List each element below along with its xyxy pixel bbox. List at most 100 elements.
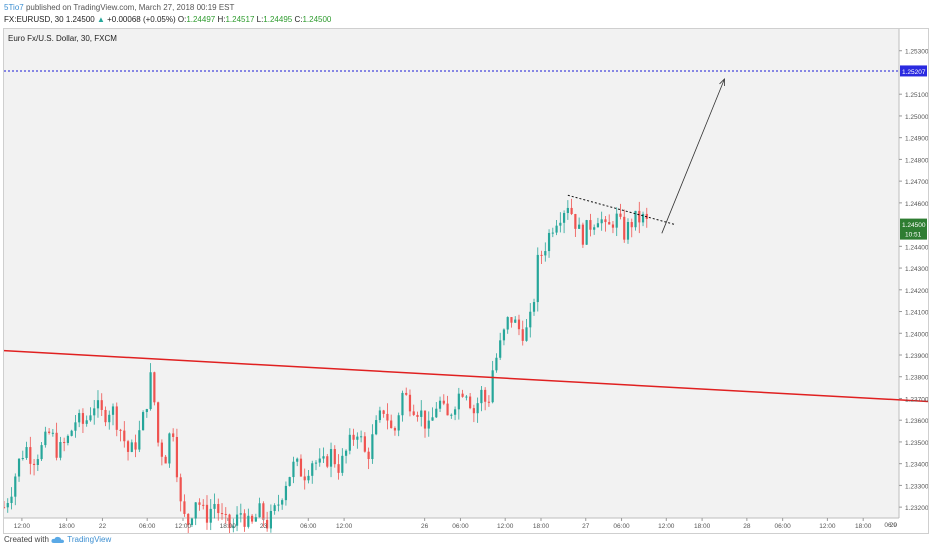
candle-body (303, 476, 306, 481)
price-tick-label: 1.24600 (905, 201, 928, 208)
candle-body (408, 394, 412, 412)
candle-body (93, 408, 96, 416)
candle-body (480, 389, 483, 404)
candle-body (420, 410, 423, 417)
price-chart[interactable]: Euro Fx/U.S. Dollar, 30, FXCM 1.253001.2… (4, 29, 928, 533)
candle-body (36, 459, 39, 465)
support-trendline[interactable] (4, 349, 928, 403)
candle-body (179, 477, 182, 502)
candle-body (25, 447, 28, 458)
plot-area[interactable] (4, 29, 899, 518)
author-link[interactable]: 5Tio7 (4, 3, 24, 12)
candle-body (412, 411, 415, 415)
candle-body (111, 406, 115, 415)
open-label: O: (177, 15, 187, 24)
candle-body (529, 311, 532, 328)
candles-layer (4, 198, 648, 533)
candle-body (341, 455, 344, 473)
time-tick-label: 18:00 (533, 523, 550, 530)
price-axis[interactable]: 1.25300 1.25100 1.25000 1.24900 1.24800 1.247… (899, 49, 928, 512)
candle-body (375, 420, 378, 435)
candle-body (382, 410, 385, 414)
candle-body (262, 503, 265, 520)
candle-body (484, 389, 487, 402)
candle-body (344, 450, 348, 456)
close-value: 1.24500 (302, 15, 332, 24)
time-tick-label: 28 (743, 523, 751, 530)
candle-body (51, 432, 54, 434)
price-tick-label: 1.23500 (905, 440, 928, 447)
price-tick-label: 1.25100 (905, 92, 928, 99)
candle-body (604, 219, 607, 223)
high-label: H: (217, 15, 226, 24)
candle-body (423, 410, 427, 429)
candle-body (551, 232, 554, 234)
candle-body (397, 415, 400, 431)
candle-body (581, 224, 584, 245)
time-tick-label: 18:00 (59, 523, 76, 530)
time-tick-label: 23 (260, 523, 268, 530)
chart-frame[interactable]: Euro Fx/U.S. Dollar, 30, FXCM 1.25300 1.2… (3, 28, 929, 534)
time-axis[interactable]: 12:00 18:00 22 06:00 12:00 18:00 23 06:00 12:00 2… (14, 518, 898, 530)
candle-body (446, 403, 449, 416)
price-tick-label: 1.25300 (905, 49, 928, 56)
candle-body (502, 329, 506, 341)
candle-body (578, 224, 581, 229)
price-tick-label: 1.23400 (905, 462, 928, 469)
price-tick-label: 1.23200 (905, 505, 928, 512)
candle-body (74, 422, 77, 431)
candle-body (220, 513, 224, 515)
candle-body (48, 431, 51, 433)
candle-body (536, 254, 539, 303)
candle-body (194, 502, 197, 519)
symbol-label: FX:EURUSD, 30 (4, 15, 64, 24)
candle-body (209, 508, 212, 523)
time-tick-label: 18:00 (855, 523, 872, 530)
candle-body (435, 408, 438, 418)
candle-body (638, 210, 641, 223)
candle-body (457, 393, 460, 410)
time-tick-label: 06:00 (452, 523, 469, 530)
candle-body (559, 222, 562, 226)
target-price-label: 1.25207 (902, 69, 926, 76)
close-label: C: (294, 15, 303, 24)
quote-line: FX:EURUSD, 30 1.24500 ▲ +0.00068 (+0.05%… (4, 14, 331, 25)
current-price-label: 1.24500 (902, 222, 926, 229)
low-value: 1.24495 (263, 15, 293, 24)
candle-body (141, 412, 145, 431)
candle-body (318, 458, 321, 463)
candle-body (243, 513, 246, 527)
candle-body (273, 505, 276, 511)
candle-body (348, 434, 351, 451)
candle-body (491, 370, 494, 403)
resistance-trendline[interactable] (567, 194, 676, 226)
time-tick-label: 06:00 (613, 523, 630, 530)
candle-body (205, 504, 209, 523)
candle-body (393, 428, 397, 431)
candle-body (525, 327, 528, 341)
candle-body (123, 430, 126, 442)
candle-body (600, 219, 603, 224)
projection-arrow[interactable] (661, 78, 725, 234)
candle-body (487, 401, 491, 403)
time-tick-label: 06:00 (139, 523, 156, 530)
candle-body (44, 431, 47, 446)
candle-body (514, 319, 517, 323)
candle-body (442, 400, 445, 404)
time-tick-label: 12:00 (175, 523, 192, 530)
time-tick-label: 12:00 (336, 523, 353, 530)
candle-body (100, 400, 103, 410)
candle-body (288, 477, 291, 486)
candle-body (476, 403, 479, 414)
candle-body (296, 458, 299, 462)
candle-body (510, 317, 513, 323)
candle-body (157, 402, 160, 443)
candle-body (213, 503, 216, 509)
price-tick-label: 1.23600 (905, 418, 928, 425)
candle-body (299, 458, 303, 477)
candle-body (499, 340, 502, 358)
time-tick-label: 12:00 (14, 523, 31, 530)
candle-body (390, 420, 393, 429)
tradingview-link[interactable]: TradingView (67, 535, 112, 544)
price-tick-label: 1.24800 (905, 157, 928, 164)
